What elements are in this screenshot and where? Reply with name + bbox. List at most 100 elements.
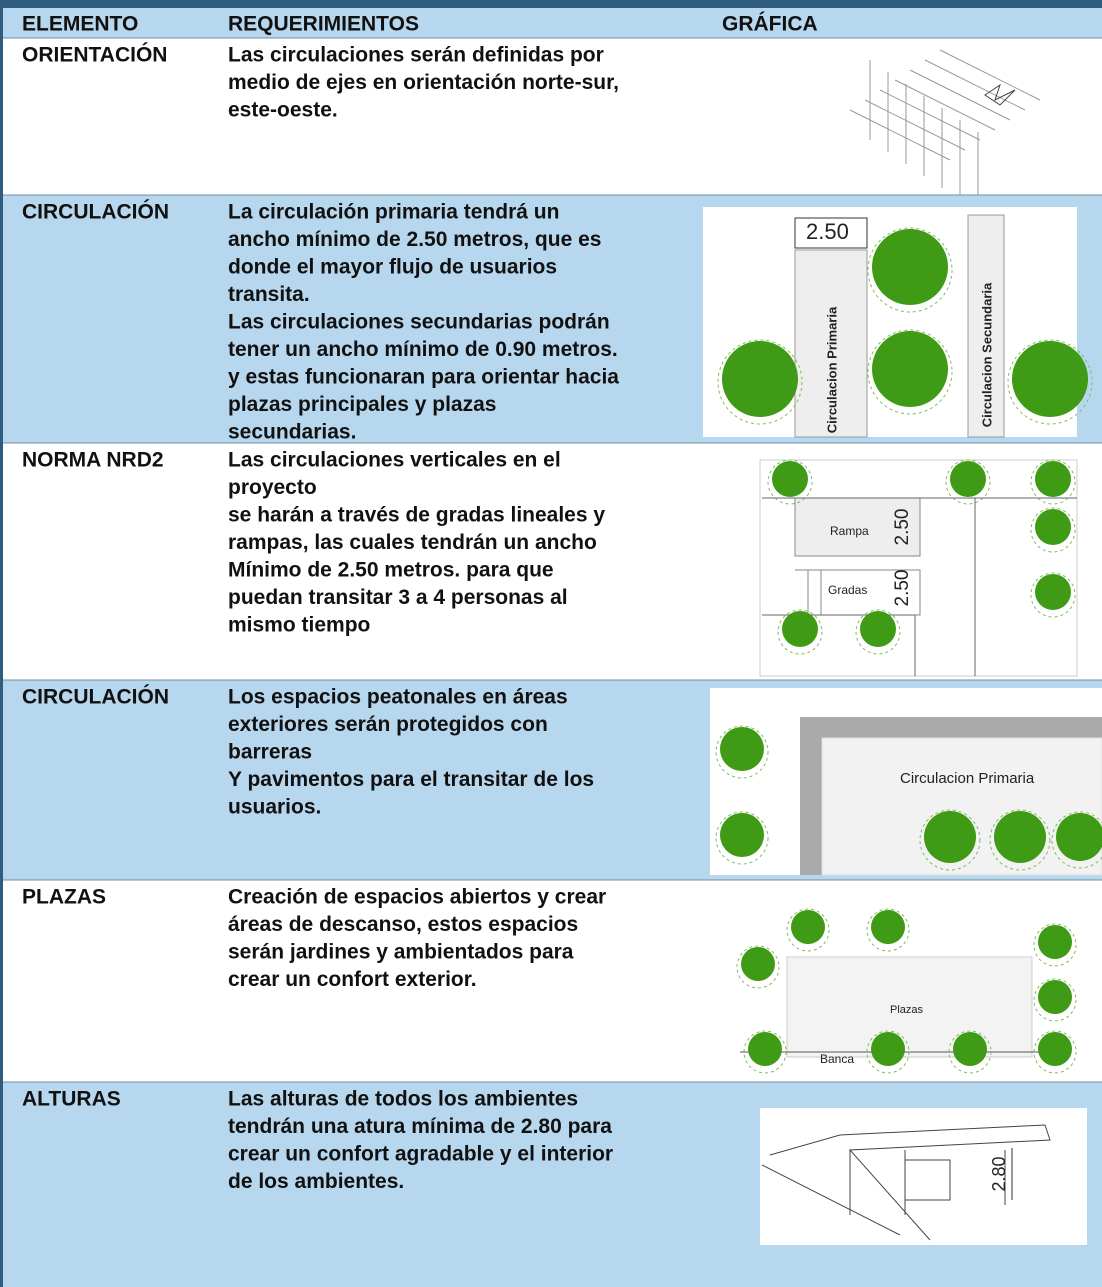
bush-halo — [1030, 459, 1076, 505]
bush — [715, 811, 769, 865]
bush-halo — [767, 459, 813, 505]
path-secondary — [967, 214, 1005, 438]
requirement-line: y estas funcionaran para orientar hacia — [228, 366, 619, 389]
element-cell: NORMA NRD2 — [22, 449, 164, 472]
bush-halo — [948, 1030, 992, 1074]
bush — [948, 1030, 992, 1074]
requirement-line: Los espacios peatonales en áreas — [228, 686, 568, 709]
walls — [762, 497, 1077, 676]
requirement-line: exteriores serán protegidos con — [228, 713, 548, 736]
bush — [1033, 978, 1077, 1022]
requirement-line: transita. — [228, 283, 310, 306]
graphic-label: Circulacion Primaria — [900, 770, 1035, 787]
bush-halo — [1051, 811, 1102, 869]
requirement-line: serán jardines y ambientados para — [228, 941, 574, 964]
bush-halo — [717, 339, 803, 425]
requirement-line: donde el mayor flujo de usuarios — [228, 256, 557, 279]
bush-foliage — [791, 910, 825, 944]
bush-foliage — [950, 461, 986, 497]
bush-foliage — [1035, 461, 1071, 497]
bush-foliage — [720, 813, 764, 857]
bush — [1030, 507, 1076, 553]
bush-foliage — [741, 947, 775, 981]
bush-foliage — [953, 1032, 987, 1066]
requirement-line: Y pavimentos para el transitar de los — [228, 768, 594, 791]
requirement-line: Creación de espacios abiertos y crear — [228, 886, 606, 909]
bush — [1030, 459, 1076, 505]
bush-foliage — [1038, 925, 1072, 959]
requirement-line: rampas, las cuales tendrán un ancho — [228, 531, 597, 554]
bush — [786, 908, 830, 952]
bush — [767, 459, 813, 505]
header-cell: REQUERIMIENTOS — [228, 13, 419, 36]
bush-halo — [1007, 339, 1093, 425]
requirement-line: Las circulaciones secundarias podrán — [228, 311, 610, 334]
bush — [866, 908, 910, 952]
bush-foliage — [782, 611, 818, 647]
bush-halo — [736, 945, 780, 989]
requirement-line: crear un confort agradable y el interior — [228, 1143, 613, 1166]
element-cell: PLAZAS — [22, 886, 106, 909]
bush — [777, 609, 823, 655]
bush-halo — [777, 609, 823, 655]
bush — [736, 945, 780, 989]
bush — [1030, 572, 1076, 618]
element-cell: ORIENTACIÓN — [22, 43, 167, 67]
requirement-line: Mínimo de 2.50 metros. para que — [228, 559, 554, 582]
house-sketch — [761, 1124, 1051, 1241]
bush-foliage — [860, 611, 896, 647]
graphic-frame — [760, 1108, 1087, 1245]
bush-halo — [866, 908, 910, 952]
header-cell: GRÁFICA — [722, 13, 818, 36]
bush — [1051, 811, 1102, 869]
element-cell: CIRCULACIÓN — [22, 200, 169, 224]
bush-halo — [989, 809, 1051, 871]
bush — [717, 339, 803, 425]
bush — [715, 725, 769, 779]
bush — [1033, 1030, 1077, 1074]
requirement-line: proyecto — [228, 476, 317, 499]
bush-halo — [867, 329, 953, 415]
bush-foliage — [722, 341, 798, 417]
element-cell: ALTURAS — [22, 1088, 121, 1111]
bush — [989, 809, 1051, 871]
requirement-line: plazas principales y plazas — [228, 393, 496, 416]
bush-foliage — [720, 727, 764, 771]
graphic-label: Circulacion Secundaria — [979, 282, 994, 427]
graphic-label: 2.50 — [806, 219, 849, 244]
dimension-box — [794, 217, 868, 249]
requirement-line: secundarias. — [228, 421, 356, 444]
grid-line — [879, 89, 981, 141]
grid-line — [909, 69, 1011, 121]
bush-halo — [1033, 978, 1077, 1022]
bush-halo — [919, 809, 981, 871]
grid-line — [894, 79, 996, 131]
bush-halo — [945, 459, 991, 505]
bush-halo — [867, 227, 953, 313]
bush-halo — [1030, 572, 1076, 618]
graphic-label: 2.50 — [892, 509, 913, 546]
bush-foliage — [1012, 341, 1088, 417]
graphic-label: Rampa — [830, 524, 869, 538]
requirement-line: tendrán una atura mínima de 2.80 para — [228, 1115, 612, 1138]
bush — [867, 227, 953, 313]
bush-foliage — [994, 811, 1046, 863]
header-strip — [0, 0, 1102, 8]
requirement-line: tener un ancho mínimo de 0.90 metros. — [228, 338, 618, 361]
graphic-label: Plazas — [890, 1004, 924, 1016]
requirement-line: ancho mínimo de 2.50 metros, que es — [228, 228, 601, 251]
bush-foliage — [748, 1032, 782, 1066]
graphic-label: Circulacion Primaria — [824, 306, 839, 433]
requirement-line: Las circulaciones serán definidas por — [228, 44, 604, 67]
bush — [855, 609, 901, 655]
bush-halo — [1030, 507, 1076, 553]
ramp — [794, 497, 921, 557]
grid-line — [939, 49, 1041, 101]
bush-foliage — [1035, 574, 1071, 610]
bush-foliage — [872, 331, 948, 407]
bush — [945, 459, 991, 505]
graphic-label: 2.80 — [989, 1156, 1009, 1191]
bush-foliage — [1056, 813, 1102, 861]
